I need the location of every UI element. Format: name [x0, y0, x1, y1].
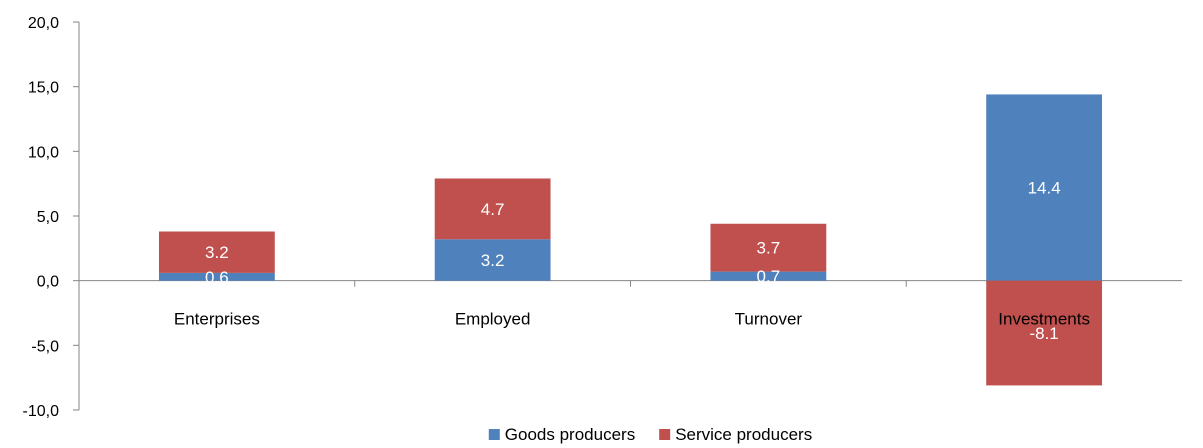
y-axis: -10,0 -5,0 0,0 5,0 10,0 15,0 20,0 [23, 15, 80, 420]
bar-service-turnover [710, 223, 827, 272]
legend-swatch [659, 429, 671, 440]
category-labels: Enterprises Employed Turnover Investments [174, 310, 1090, 329]
y-tick-label: -10,0 [23, 403, 60, 420]
bar-goods-enterprises [158, 272, 275, 281]
legend: Goods producers Service producers [488, 425, 812, 444]
y-tick-label: -5,0 [31, 338, 59, 355]
bar-service-enterprises [158, 231, 275, 273]
bar-goods-investments [986, 94, 1103, 281]
data-label: 14.4 [1028, 179, 1061, 198]
category-label: Employed [455, 310, 531, 329]
data-label: 4.7 [481, 200, 505, 219]
y-tick-label: 20,0 [28, 15, 59, 32]
category-label: Investments [998, 310, 1090, 329]
y-tick-label: 15,0 [28, 80, 59, 97]
category-label: Enterprises [174, 310, 260, 329]
legend-label: Service producers [675, 425, 812, 444]
legend-swatch [488, 429, 500, 440]
data-label: 3.2 [205, 243, 229, 262]
bar-service-investments [986, 280, 1103, 386]
y-tick-label: 10,0 [28, 144, 59, 161]
bar-goods-employed [434, 239, 551, 281]
bars [158, 94, 1103, 386]
category-label: Turnover [735, 310, 803, 329]
data-label: 3.7 [757, 239, 781, 258]
y-tick-label: 0,0 [37, 274, 59, 291]
legend-item-goods: Goods producers [488, 425, 635, 444]
data-label: 0.7 [757, 267, 781, 286]
data-labels: 0.6 3.2 3.2 4.7 0.7 3.7 14.4 -8.1 [205, 179, 1061, 344]
y-tick-label: 5,0 [37, 209, 59, 226]
legend-label: Goods producers [505, 425, 635, 444]
data-label: 0.6 [205, 268, 229, 287]
bar-service-employed [434, 178, 551, 240]
data-label: -8.1 [1029, 324, 1058, 343]
data-label: 3.2 [481, 251, 505, 270]
bar-goods-turnover [710, 271, 827, 281]
legend-item-service: Service producers [659, 425, 812, 444]
